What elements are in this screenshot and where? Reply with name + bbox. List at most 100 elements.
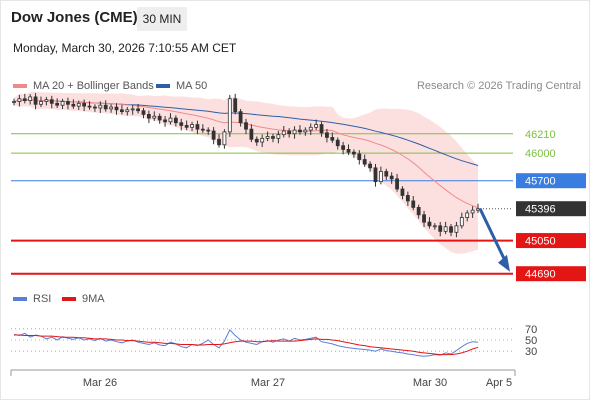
- candle-body: [217, 138, 221, 146]
- candle-body: [254, 138, 259, 143]
- candle-body: [271, 136, 275, 139]
- candle-body: [422, 214, 426, 223]
- datetime-label: Monday, March 30, 2026 7:10:55 AM CET: [13, 41, 237, 55]
- candle-body: [173, 117, 178, 124]
- candle-body: [308, 126, 313, 131]
- candle-body: [12, 101, 16, 103]
- candle-body: [449, 226, 453, 233]
- candle-body: [244, 122, 248, 130]
- candle-body: [39, 101, 43, 105]
- candle-body: [368, 163, 372, 169]
- level-label-46000: 46000: [525, 148, 556, 160]
- candle-body: [93, 106, 97, 109]
- candle-body: [276, 134, 281, 139]
- forecast-arrow-shaft: [478, 208, 508, 264]
- candle-body: [335, 139, 340, 147]
- candle-body: [87, 105, 92, 108]
- candle-body: [227, 98, 232, 133]
- candle-body: [362, 159, 367, 165]
- candle-body: [211, 130, 216, 140]
- candle-body: [76, 102, 81, 107]
- level-tag-45396: [516, 201, 586, 217]
- level-tag-45050: [516, 233, 586, 249]
- candle-body: [346, 149, 351, 153]
- candle-body: [206, 129, 211, 132]
- candle-body: [405, 195, 410, 202]
- candle-body: [49, 99, 54, 104]
- rsi-ma9-line: [14, 334, 479, 356]
- forecast-arrow-head: [498, 254, 510, 272]
- candle-body: [465, 212, 470, 218]
- timeframe-badge[interactable]: 30 MIN: [137, 7, 187, 31]
- candle-body: [141, 110, 146, 115]
- candle-body: [17, 98, 22, 102]
- level-label-45050: 45050: [525, 236, 556, 248]
- candle-body: [130, 108, 135, 111]
- candle-body: [373, 167, 378, 183]
- candle-body: [125, 109, 130, 113]
- candle-body: [432, 225, 437, 228]
- candle-body: [22, 98, 27, 102]
- chart-header: Dow Jones (CME) 30 MIN: [0, 0, 590, 36]
- candle-body: [44, 99, 49, 102]
- ma50-label: MA 50: [176, 80, 208, 92]
- candle-body: [66, 101, 70, 105]
- candle-body: [136, 108, 140, 112]
- candle-body: [330, 137, 335, 141]
- candle-body: [184, 125, 189, 128]
- candle-body: [200, 128, 205, 131]
- candle-body: [459, 217, 464, 227]
- candle-body: [190, 124, 194, 128]
- candle-body: [314, 124, 319, 128]
- level-label-45396: 45396: [525, 204, 556, 216]
- candle-body: [470, 209, 475, 214]
- rsi-line: [13, 329, 479, 357]
- legend-ma20: MA 20 + Bollinger Bands: [13, 80, 154, 92]
- candle-body: [454, 225, 459, 233]
- candle-body: [114, 106, 119, 111]
- candle-body: [98, 104, 103, 109]
- candle-body: [146, 114, 151, 119]
- candle-body: [400, 188, 405, 196]
- candle-body: [233, 98, 238, 113]
- rsi-swatch: [13, 297, 27, 301]
- candle-body: [378, 171, 383, 183]
- candle-body: [195, 124, 200, 130]
- legend-ma9: 9MA: [62, 293, 105, 305]
- candle-body: [325, 132, 329, 138]
- x-tick-label: Mar 30: [413, 377, 447, 389]
- candle-body: [395, 178, 399, 190]
- candle-body: [260, 137, 265, 143]
- ma9-swatch: [62, 297, 76, 301]
- level-label-45700: 45700: [525, 176, 556, 188]
- candle-body: [55, 102, 60, 106]
- candle-body: [352, 151, 356, 155]
- level-tag-45700: [516, 173, 586, 189]
- candles-group: [12, 93, 480, 238]
- legend-ma50: MA 50: [156, 80, 207, 92]
- ma9-label: 9MA: [82, 293, 105, 305]
- ma20-label: MA 20 + Bollinger Bands: [33, 80, 154, 92]
- x-tick-label: Apr 5: [486, 377, 512, 389]
- candle-body: [298, 129, 302, 133]
- rsi-tick-50: 50: [525, 335, 537, 347]
- candle-body: [287, 130, 292, 135]
- candle-body: [71, 103, 76, 107]
- candle-body: [384, 171, 389, 177]
- candle-body: [222, 131, 227, 146]
- bollinger-band: [14, 91, 478, 254]
- candle-body: [389, 175, 394, 180]
- candle-body: [179, 122, 184, 126]
- level-tag-44690: [516, 266, 586, 282]
- candle-body: [168, 117, 173, 123]
- candle-body: [411, 200, 416, 208]
- candle-body: [249, 128, 254, 140]
- rsi-tick-70: 70: [525, 324, 537, 336]
- level-label-46210: 46210: [525, 129, 556, 141]
- instrument-title: Dow Jones (CME): [11, 9, 138, 26]
- candle-body: [28, 96, 33, 102]
- candle-body: [152, 115, 157, 119]
- candle-body: [82, 102, 87, 107]
- candle-body: [265, 136, 270, 139]
